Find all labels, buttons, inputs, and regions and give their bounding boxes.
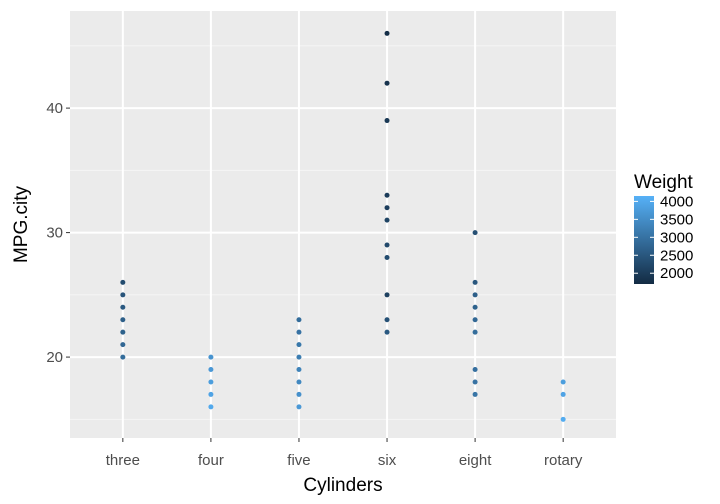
data-point: [472, 329, 478, 335]
data-point: [384, 192, 390, 198]
data-point: [296, 354, 302, 360]
data-point: [560, 379, 566, 385]
data-point: [384, 205, 390, 211]
legend-tick-label: 2000: [660, 265, 693, 282]
data-point: [296, 317, 302, 323]
data-point: [296, 367, 302, 373]
legend-tick-label: 2500: [660, 247, 693, 264]
data-point: [560, 416, 566, 422]
x-axis-ticks: three four five six eight rotary: [106, 438, 583, 469]
data-point: [472, 317, 478, 323]
data-point: [208, 367, 214, 373]
data-point: [472, 279, 478, 285]
data-point: [296, 342, 302, 348]
data-points: [120, 30, 566, 422]
x-tick-label: three: [106, 452, 140, 469]
data-point: [296, 391, 302, 397]
y-axis-title: MPG.city: [11, 185, 32, 263]
data-point: [208, 354, 214, 360]
data-point: [472, 304, 478, 310]
legend-tick-label: 3000: [660, 229, 693, 246]
data-point: [384, 292, 390, 298]
data-point: [120, 317, 126, 323]
data-point: [120, 342, 126, 348]
data-point: [120, 304, 126, 310]
y-tick-label: 40: [46, 100, 63, 117]
data-point: [472, 367, 478, 373]
data-point: [472, 391, 478, 397]
y-tick-label: 20: [46, 349, 63, 366]
data-point: [208, 404, 214, 410]
data-point: [384, 217, 390, 223]
x-axis-title: Cylinders: [303, 475, 382, 496]
data-point: [384, 118, 390, 124]
data-point: [120, 354, 126, 360]
legend-colorbar: [634, 196, 654, 284]
legend-title: Weight: [634, 172, 694, 193]
minor-gridlines: [70, 45, 616, 420]
data-point: [472, 292, 478, 298]
data-point: [208, 379, 214, 385]
panel-background: [70, 11, 616, 438]
x-tick-label: five: [287, 452, 310, 469]
data-point: [384, 254, 390, 260]
data-point: [472, 230, 478, 236]
data-point: [120, 279, 126, 285]
y-axis-ticks: 20 30 40: [46, 100, 70, 366]
data-point: [472, 379, 478, 385]
y-tick-label: 30: [46, 225, 63, 242]
x-tick-label: eight: [459, 452, 492, 469]
x-tick-label: rotary: [544, 452, 583, 469]
data-point: [296, 404, 302, 410]
x-tick-label: four: [198, 452, 224, 469]
data-point: [296, 379, 302, 385]
data-point: [560, 391, 566, 397]
data-point: [384, 329, 390, 335]
legend-tick-label: 3500: [660, 211, 693, 228]
data-point: [120, 329, 126, 335]
data-point: [208, 391, 214, 397]
data-point: [384, 317, 390, 323]
data-point: [384, 30, 390, 36]
x-tick-label: six: [378, 452, 397, 469]
data-point: [120, 292, 126, 298]
data-point: [384, 242, 390, 248]
data-point: [384, 80, 390, 86]
data-point: [296, 329, 302, 335]
legend-tick-label: 4000: [660, 193, 693, 210]
